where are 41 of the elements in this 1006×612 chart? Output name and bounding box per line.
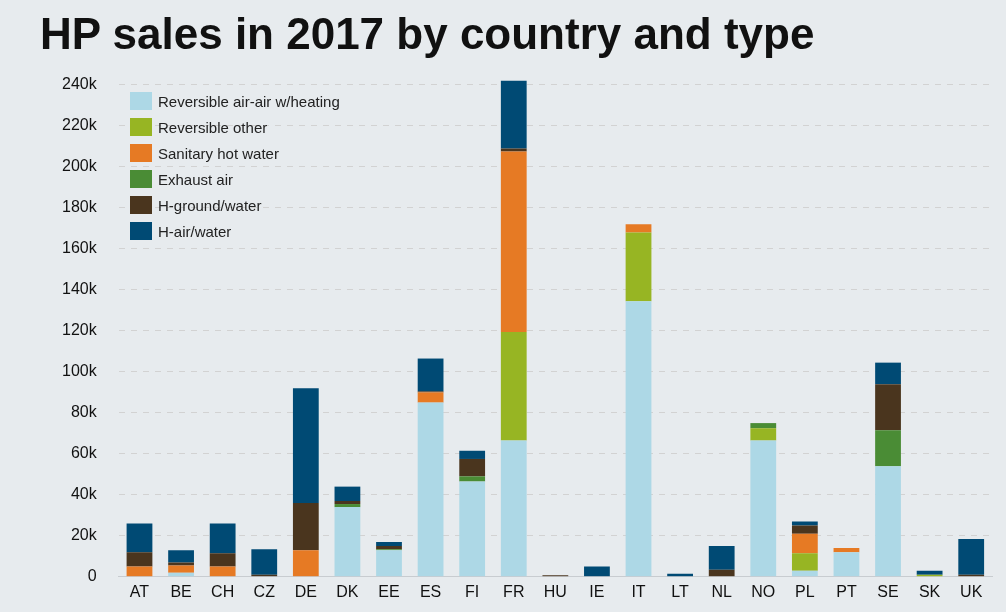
y-tick-label: 180k xyxy=(61,198,98,216)
x-tick-label: HU xyxy=(543,582,567,600)
y-tick-label: 200k xyxy=(61,157,98,175)
x-tick-label: SK xyxy=(918,582,941,600)
y-tick-label: 240k xyxy=(61,75,98,93)
legend-label: H-air/water xyxy=(158,222,232,240)
x-tick-label: BE xyxy=(170,582,192,600)
legend-label: H-ground/water xyxy=(158,196,262,214)
x-tick-label: IE xyxy=(589,582,605,600)
y-tick-label: 0 xyxy=(87,567,97,585)
legend-label: Sanitary hot water xyxy=(158,144,279,162)
x-tick-label: CZ xyxy=(253,582,276,600)
legend-label: Reversible air-air w/heating xyxy=(158,92,340,110)
y-tick-label: 220k xyxy=(61,116,98,134)
x-tick-label: DK xyxy=(336,582,359,600)
chart-title: HP sales in 2017 by country and type xyxy=(40,8,815,58)
x-tick-label: SE xyxy=(877,582,899,600)
x-tick-label: PT xyxy=(836,582,857,600)
y-tick-label: 120k xyxy=(61,321,98,339)
x-tick-label: FI xyxy=(465,582,480,600)
x-tick-label: UK xyxy=(960,582,983,600)
x-tick-label: CH xyxy=(211,582,235,600)
x-tick-label: ES xyxy=(419,582,442,600)
x-tick-label: FR xyxy=(503,582,525,600)
legend-label: Exhaust air xyxy=(158,170,234,188)
x-tick-label: NL xyxy=(711,582,733,600)
x-tick-label: EE xyxy=(378,582,400,600)
y-tick-label: 80k xyxy=(70,403,98,421)
x-tick-label: AT xyxy=(129,582,150,600)
y-tick-label: 140k xyxy=(61,280,98,298)
y-tick-label: 100k xyxy=(61,362,98,380)
y-tick-label: 160k xyxy=(61,239,98,257)
y-tick-label: 60k xyxy=(70,444,98,462)
x-tick-label: NO xyxy=(751,582,776,600)
y-tick-label: 20k xyxy=(70,526,98,544)
x-tick-label: LT xyxy=(671,582,690,600)
x-tick-label: DE xyxy=(294,582,317,600)
x-tick-label: IT xyxy=(631,582,646,600)
y-tick-label: 40k xyxy=(70,485,98,503)
x-tick-label: PL xyxy=(795,582,815,600)
legend-label: Reversible other xyxy=(158,118,268,136)
